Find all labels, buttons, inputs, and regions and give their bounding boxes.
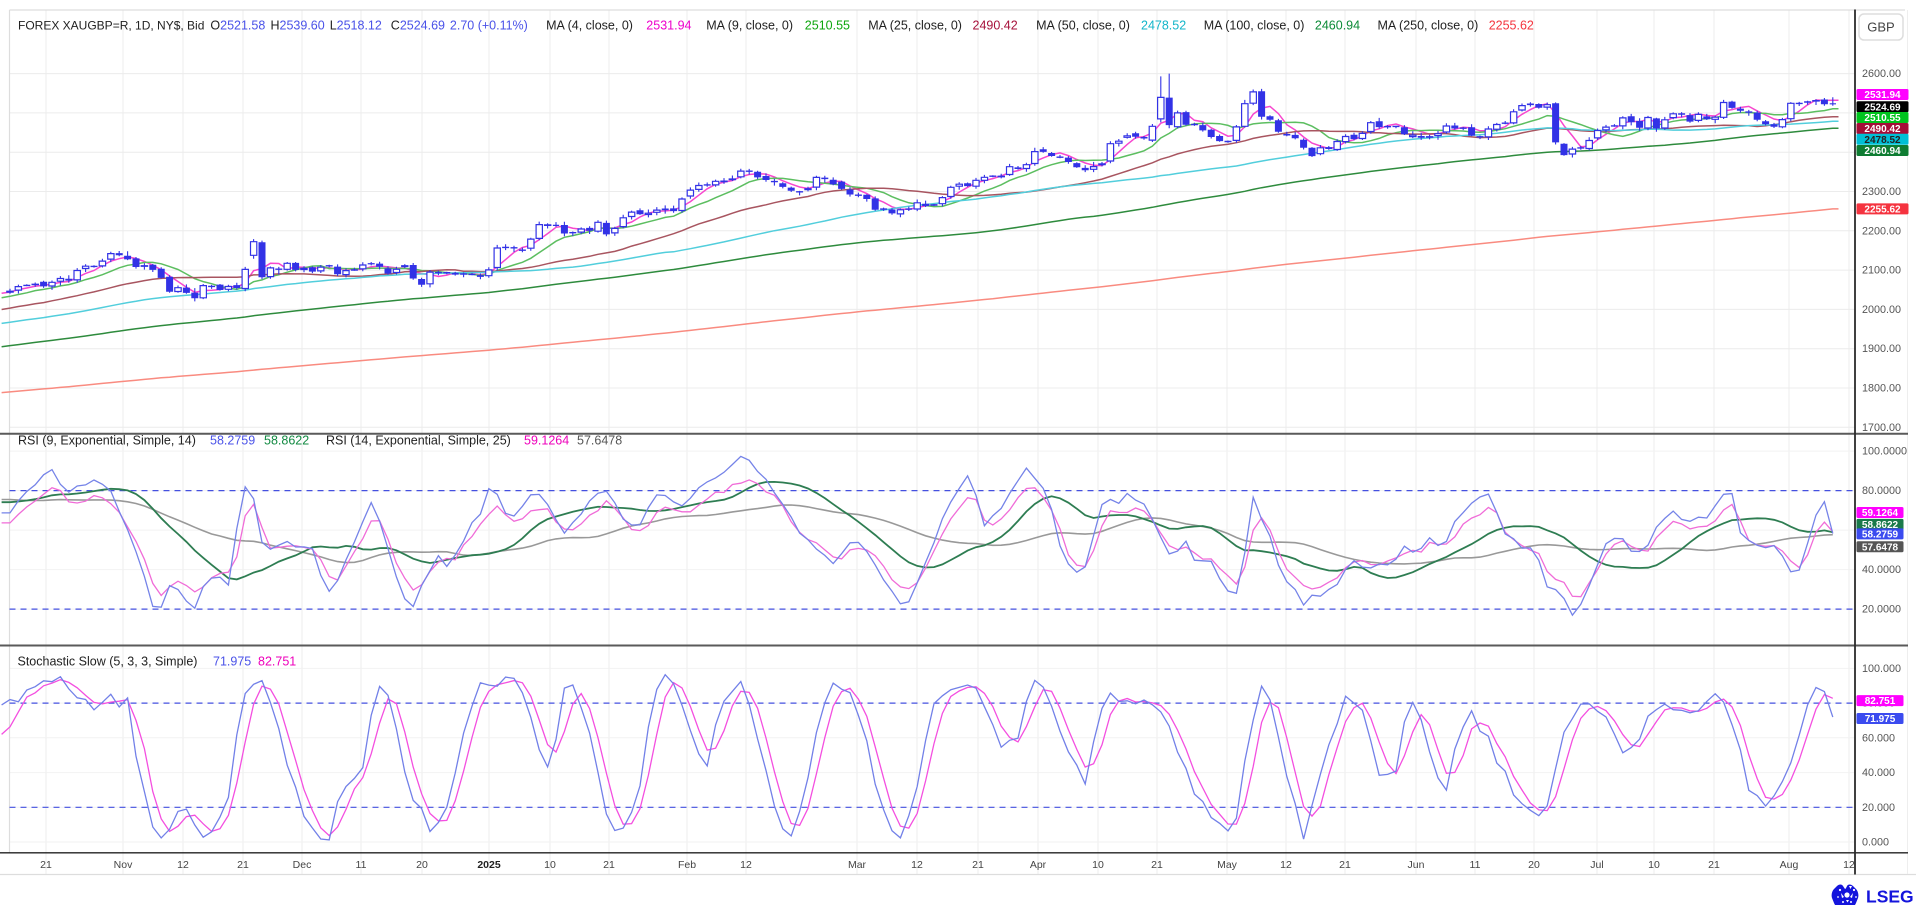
svg-text:10: 10 bbox=[544, 859, 556, 871]
svg-text:80.0000: 80.0000 bbox=[1862, 485, 1901, 497]
svg-text:60.000: 60.000 bbox=[1862, 732, 1895, 744]
svg-text:May: May bbox=[1217, 859, 1238, 871]
svg-text:10: 10 bbox=[1092, 859, 1104, 871]
svg-text:58.2759: 58.2759 bbox=[210, 434, 255, 448]
svg-text:MA (100, close, 0): MA (100, close, 0) bbox=[1204, 19, 1305, 33]
svg-text:2478.52: 2478.52 bbox=[1864, 135, 1901, 146]
svg-text:20: 20 bbox=[416, 859, 428, 871]
svg-text:11: 11 bbox=[1470, 859, 1481, 871]
svg-text:Stochastic Slow (5, 3, 3, Simp: Stochastic Slow (5, 3, 3, Simple) bbox=[18, 655, 198, 669]
svg-text:RSI (14, Exponential, Simple,: RSI (14, Exponential, Simple, 25) bbox=[326, 434, 511, 448]
svg-text:2490.42: 2490.42 bbox=[973, 19, 1018, 33]
svg-text:MA (50, close, 0): MA (50, close, 0) bbox=[1036, 19, 1130, 33]
svg-text:2255.62: 2255.62 bbox=[1864, 205, 1901, 216]
svg-text:21: 21 bbox=[237, 859, 249, 871]
svg-text:2510.55: 2510.55 bbox=[1864, 113, 1901, 124]
svg-text:21: 21 bbox=[1708, 859, 1720, 871]
svg-text:1800.00: 1800.00 bbox=[1862, 383, 1901, 395]
svg-text:Apr: Apr bbox=[1030, 859, 1047, 871]
svg-text:21: 21 bbox=[972, 859, 984, 871]
svg-text:2524.69: 2524.69 bbox=[1864, 102, 1901, 113]
svg-text:MA (9, close, 0): MA (9, close, 0) bbox=[706, 19, 793, 33]
svg-text:12: 12 bbox=[740, 859, 752, 871]
svg-text:Aug: Aug bbox=[1780, 859, 1799, 871]
svg-text:1700.00: 1700.00 bbox=[1862, 422, 1901, 434]
svg-text:0.000: 0.000 bbox=[1862, 837, 1889, 849]
svg-text:Feb: Feb bbox=[678, 859, 696, 871]
svg-text:21: 21 bbox=[40, 859, 52, 871]
svg-text:40.000: 40.000 bbox=[1862, 767, 1895, 779]
svg-text:Mar: Mar bbox=[848, 859, 867, 871]
svg-text:MA (25, close, 0): MA (25, close, 0) bbox=[868, 19, 962, 33]
svg-text:82.751: 82.751 bbox=[258, 655, 296, 669]
svg-text:O2521.58: O2521.58 bbox=[210, 19, 265, 33]
svg-text:2255.62: 2255.62 bbox=[1489, 19, 1534, 33]
svg-text:59.1264: 59.1264 bbox=[524, 434, 569, 448]
svg-text:11: 11 bbox=[356, 859, 367, 871]
svg-text:12: 12 bbox=[177, 859, 189, 871]
svg-text:12: 12 bbox=[1843, 859, 1855, 871]
svg-text:2531.94: 2531.94 bbox=[646, 19, 691, 33]
svg-text:2300.00: 2300.00 bbox=[1862, 186, 1901, 198]
svg-text:1900.00: 1900.00 bbox=[1862, 343, 1901, 355]
svg-text:21: 21 bbox=[1151, 859, 1163, 871]
svg-text:100.000: 100.000 bbox=[1862, 663, 1901, 675]
svg-text:57.6478: 57.6478 bbox=[1862, 542, 1899, 553]
svg-text:82.751: 82.751 bbox=[1865, 696, 1896, 707]
svg-text:2460.94: 2460.94 bbox=[1315, 19, 1360, 33]
svg-text:LSEG: LSEG bbox=[1866, 887, 1914, 906]
svg-text:2531.94: 2531.94 bbox=[1864, 90, 1901, 101]
svg-text:20.000: 20.000 bbox=[1862, 802, 1895, 814]
svg-text:2478.52: 2478.52 bbox=[1141, 19, 1186, 33]
svg-text:59.1264: 59.1264 bbox=[1862, 508, 1899, 519]
svg-text:2.70 (+0.11%): 2.70 (+0.11%) bbox=[450, 19, 528, 33]
svg-text:MA (4, close, 0): MA (4, close, 0) bbox=[546, 19, 633, 33]
svg-text:58.8622: 58.8622 bbox=[264, 434, 309, 448]
svg-text:Dec: Dec bbox=[293, 859, 312, 871]
svg-text:FOREX XAUGBP=R, 1D, NY$, Bid: FOREX XAUGBP=R, 1D, NY$, Bid bbox=[18, 19, 204, 33]
svg-text:C2524.69: C2524.69 bbox=[391, 19, 445, 33]
svg-text:58.2759: 58.2759 bbox=[1862, 530, 1899, 541]
svg-text:20: 20 bbox=[1528, 859, 1540, 871]
svg-text:71.975: 71.975 bbox=[1865, 714, 1896, 725]
svg-text:Jun: Jun bbox=[1408, 859, 1425, 871]
svg-text:20.0000: 20.0000 bbox=[1862, 604, 1901, 616]
svg-text:2025: 2025 bbox=[477, 859, 501, 871]
svg-text:12: 12 bbox=[1280, 859, 1292, 871]
svg-text:40.0000: 40.0000 bbox=[1862, 564, 1901, 576]
svg-text:58.8622: 58.8622 bbox=[1862, 520, 1899, 531]
svg-text:RSI (9, Exponential, Simple, 1: RSI (9, Exponential, Simple, 14) bbox=[18, 434, 196, 448]
svg-text:2600.00: 2600.00 bbox=[1862, 68, 1901, 80]
svg-text:2100.00: 2100.00 bbox=[1862, 265, 1901, 277]
svg-text:2510.55: 2510.55 bbox=[805, 19, 850, 33]
svg-text:GBP: GBP bbox=[1867, 20, 1894, 35]
svg-text:Jul: Jul bbox=[1590, 859, 1603, 871]
svg-text:2460.94: 2460.94 bbox=[1864, 146, 1901, 157]
svg-text:21: 21 bbox=[1339, 859, 1351, 871]
svg-text:12: 12 bbox=[911, 859, 923, 871]
svg-text:100.0000: 100.0000 bbox=[1862, 446, 1907, 458]
svg-text:H2539.60: H2539.60 bbox=[271, 19, 325, 33]
svg-text:2490.42: 2490.42 bbox=[1864, 124, 1901, 135]
svg-text:71.975: 71.975 bbox=[213, 655, 251, 669]
svg-text:2000.00: 2000.00 bbox=[1862, 304, 1901, 316]
svg-text:Nov: Nov bbox=[114, 859, 133, 871]
svg-text:L2518.12: L2518.12 bbox=[330, 19, 382, 33]
svg-text:MA (250, close, 0): MA (250, close, 0) bbox=[1378, 19, 1479, 33]
svg-text:57.6478: 57.6478 bbox=[577, 434, 622, 448]
svg-text:10: 10 bbox=[1648, 859, 1660, 871]
svg-text:21: 21 bbox=[603, 859, 615, 871]
svg-text:2200.00: 2200.00 bbox=[1862, 225, 1901, 237]
